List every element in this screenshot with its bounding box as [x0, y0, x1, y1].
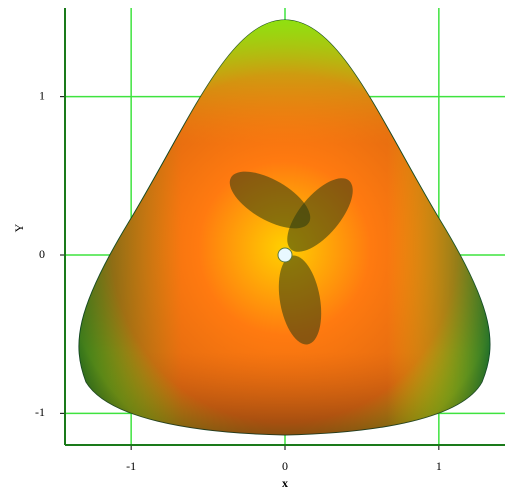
x-tick-label: 0: [282, 459, 288, 473]
surface-lobe: [287, 178, 353, 252]
x-axis-label: x: [282, 476, 288, 490]
axes: -1 0 1 -1 0 1: [35, 8, 505, 473]
surface: [78, 19, 491, 436]
surface-lobe: [229, 171, 311, 229]
surface-rim-shade: [78, 20, 491, 435]
y-tick-label: 1: [39, 88, 45, 102]
y-tick-label: -1: [35, 405, 45, 419]
surface-center: [277, 247, 293, 263]
x-tick-label: 1: [436, 459, 442, 473]
x-tick-label: -1: [126, 459, 136, 473]
y-tick-label: 0: [39, 247, 45, 261]
surface-lobe: [278, 255, 322, 345]
y-axis-label: Y: [12, 223, 26, 232]
